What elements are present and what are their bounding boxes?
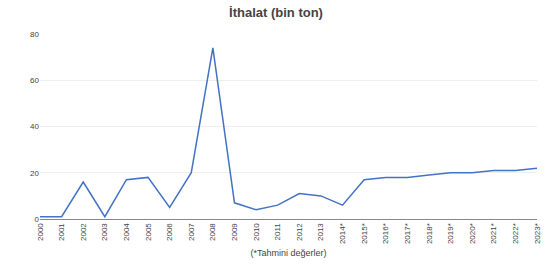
svg-text:2022*: 2022* [511, 223, 520, 244]
svg-text:2017*: 2017* [403, 223, 412, 244]
svg-text:İthalat (bin ton): İthalat (bin ton) [229, 5, 323, 20]
svg-text:2005: 2005 [144, 223, 153, 241]
svg-text:40: 40 [30, 122, 39, 131]
svg-text:2002: 2002 [79, 223, 88, 241]
svg-text:2009: 2009 [230, 223, 239, 241]
svg-text:2001: 2001 [57, 223, 66, 241]
svg-text:2014*: 2014* [338, 223, 347, 244]
svg-text:2020*: 2020* [468, 223, 477, 244]
svg-text:2011: 2011 [273, 223, 282, 241]
svg-text:2007: 2007 [187, 223, 196, 241]
svg-text:2023*: 2023* [533, 223, 542, 244]
svg-text:2018*: 2018* [425, 223, 434, 244]
svg-text:2016*: 2016* [381, 223, 390, 244]
svg-text:2003: 2003 [100, 223, 109, 241]
svg-text:2013: 2013 [317, 223, 326, 241]
svg-text:2000: 2000 [36, 223, 45, 241]
svg-text:2012: 2012 [295, 223, 304, 241]
svg-text:2019*: 2019* [446, 223, 455, 244]
svg-text:2010: 2010 [252, 223, 261, 241]
svg-text:0: 0 [35, 215, 40, 224]
svg-text:(*Tahmini değerler): (*Tahmini değerler) [250, 248, 326, 258]
svg-text:60: 60 [30, 76, 39, 85]
svg-text:80: 80 [30, 30, 39, 39]
svg-text:2021*: 2021* [489, 223, 498, 244]
svg-text:20: 20 [30, 169, 39, 178]
svg-text:2015*: 2015* [360, 223, 369, 244]
svg-text:2004: 2004 [122, 223, 131, 241]
svg-text:2008: 2008 [208, 223, 217, 241]
svg-text:2006: 2006 [165, 223, 174, 241]
